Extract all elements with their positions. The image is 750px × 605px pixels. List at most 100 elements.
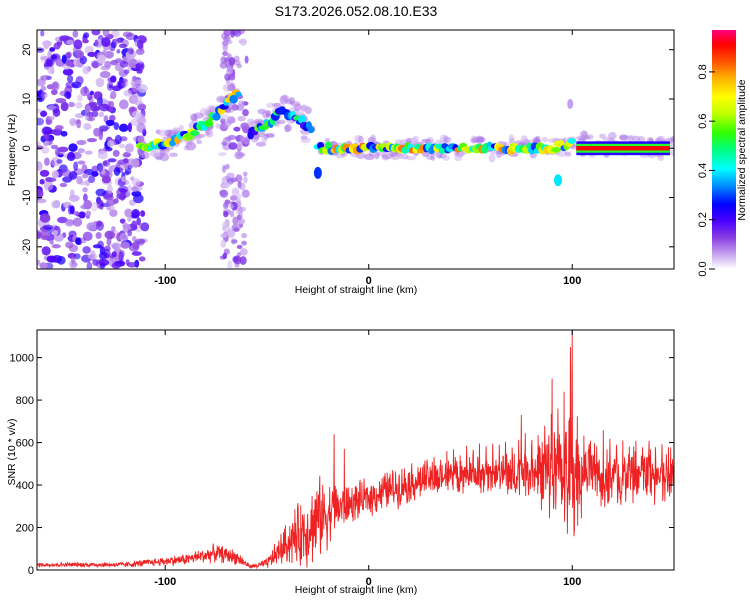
noise-blob (68, 260, 78, 269)
noise-blob (229, 195, 238, 201)
halo-blob (637, 136, 646, 143)
noise-blob (102, 103, 109, 109)
halo-blob (443, 136, 452, 143)
rising-streak-blob (205, 119, 214, 128)
halo-blob (608, 131, 617, 140)
noise-blob (239, 38, 248, 46)
halo-blob (265, 133, 275, 138)
noise-blob (40, 74, 51, 81)
noise-blob (111, 262, 121, 269)
noise-blob (81, 173, 89, 179)
rising-streak-blob (169, 139, 177, 147)
noise-blob (53, 42, 61, 50)
noise-blob (137, 83, 148, 93)
noise-blob (112, 149, 120, 157)
noise-blob (228, 73, 236, 81)
noise-blob (42, 224, 54, 230)
noise-blob (110, 75, 117, 83)
spectrogram-xtick-label: 100 (563, 275, 581, 287)
noise-blob (118, 43, 128, 49)
halo-blob (300, 137, 311, 144)
noise-blob (93, 127, 101, 137)
noise-blob (97, 150, 108, 160)
noise-blob (113, 38, 121, 45)
snr-xtick-label: 0 (366, 576, 372, 588)
noise-blob (73, 39, 83, 50)
noise-blob (229, 210, 235, 218)
noise-blob (88, 175, 96, 184)
noise-blob (124, 171, 130, 176)
spectrogram-xtick-label: 0 (366, 275, 372, 287)
rising-streak-blob (189, 130, 200, 136)
noise-blob (131, 209, 140, 219)
noise-blob (118, 69, 128, 77)
colorbar-gradient (712, 30, 736, 269)
noise-blob (97, 54, 106, 64)
noise-blob (124, 143, 134, 153)
noise-blob (102, 160, 111, 167)
noise-blob (121, 176, 127, 183)
noise-blob (59, 182, 68, 188)
halo-blob (222, 83, 234, 92)
noise-blob (75, 75, 84, 86)
noise-blob (127, 229, 133, 237)
noise-blob (240, 122, 250, 130)
second-streak-blob (297, 115, 307, 124)
noise-blob (236, 252, 242, 257)
colorbar-tick-label: 0.6 (697, 114, 709, 129)
rising-streak-blob (235, 91, 242, 97)
noise-blob (235, 174, 243, 183)
noise-blob (235, 198, 241, 204)
noise-blob (77, 94, 83, 102)
noise-blob (119, 218, 126, 224)
rising-streak-blob (229, 94, 238, 104)
noise-blob (106, 184, 113, 194)
noise-blob (233, 55, 240, 62)
snr-ytick-label: 600 (16, 438, 34, 450)
noise-blob (37, 161, 43, 171)
noise-blob (233, 126, 241, 132)
noise-blob (82, 231, 93, 242)
noise-blob (108, 100, 115, 108)
halo-blob (405, 137, 412, 144)
noise-blob (84, 111, 90, 121)
noise-blob (73, 161, 79, 172)
halo-blob (357, 135, 364, 145)
noise-blob (111, 226, 116, 232)
noise-blob (242, 109, 249, 117)
noise-blob (228, 142, 238, 150)
noise-blob (86, 261, 93, 269)
noise-blob (111, 242, 122, 250)
noise-blob (84, 103, 91, 113)
noise-blob (242, 136, 251, 145)
noise-blob (219, 189, 227, 196)
noise-blob (119, 99, 129, 110)
halo-blob (532, 136, 540, 144)
noise-blob (91, 171, 99, 177)
colorbar-label: Normalized spectral amplitude (736, 79, 748, 220)
noise-blob (82, 246, 91, 254)
halo-blob (471, 136, 482, 143)
noise-blob (40, 85, 47, 91)
noise-blob (44, 157, 50, 166)
noise-blob (231, 187, 240, 197)
noise-blob (41, 246, 51, 256)
noise-blob (135, 238, 146, 245)
noise-blob (82, 187, 88, 193)
noise-blob (243, 176, 248, 184)
noise-blob (105, 198, 116, 206)
noise-blob (50, 200, 60, 209)
noise-blob (40, 91, 48, 100)
noise-blob (226, 172, 235, 179)
noise-blob (78, 211, 86, 219)
noise-blob (72, 30, 79, 38)
noise-blob (224, 199, 231, 205)
colorbar-ticks: 0.0 0.2 0.4 0.6 0.8 (697, 64, 715, 277)
noise-blob (49, 239, 54, 245)
noise-blob (236, 244, 243, 249)
noise-blob (52, 108, 61, 117)
snr-xlabel: Height of straight line (km) (295, 584, 418, 596)
noise-blob (66, 39, 75, 45)
noise-blob (226, 53, 232, 59)
noise-blob (83, 199, 92, 210)
